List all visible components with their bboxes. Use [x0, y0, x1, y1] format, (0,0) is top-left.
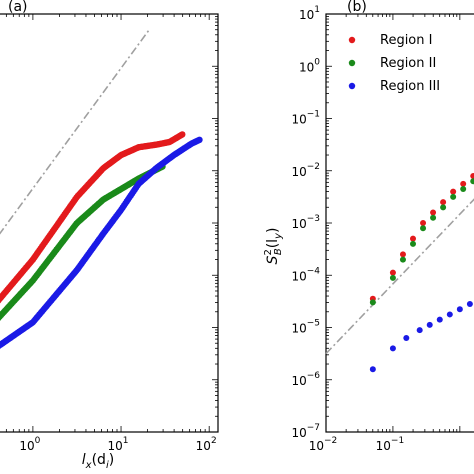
x-axis-ticks	[5, 14, 210, 432]
x-axis-label: lx(di)	[82, 452, 114, 471]
data-point	[389, 345, 396, 352]
y-tick-label: 10−7	[291, 423, 320, 440]
data-point	[456, 306, 463, 313]
legend-label: Region I	[380, 33, 432, 48]
y-tick-label: 101	[299, 5, 320, 22]
data-point	[410, 240, 416, 247]
data-point	[369, 299, 376, 306]
data-point	[420, 220, 427, 226]
legend: Region I Region II Region III	[348, 33, 440, 94]
data-point	[440, 199, 447, 206]
legend-marker	[348, 36, 356, 44]
legend-marker	[348, 59, 356, 67]
data-point	[430, 214, 437, 221]
y-tick-label: 10−4	[291, 266, 320, 283]
data-point	[389, 269, 396, 276]
data-point	[399, 251, 406, 258]
data-point	[410, 235, 416, 242]
reference-line	[325, 198, 474, 355]
data-point	[450, 188, 457, 195]
data-point	[399, 256, 406, 263]
series-region-ii	[369, 178, 474, 306]
data-point	[430, 209, 437, 216]
data-point	[470, 172, 474, 179]
y-axis-ticks	[326, 13, 332, 433]
data-point	[416, 327, 423, 334]
y-tick-label: 10−1	[291, 110, 320, 127]
data-point	[466, 300, 473, 307]
y-axis-ticks	[212, 13, 218, 433]
data-points	[369, 172, 474, 373]
data-point	[460, 186, 467, 193]
series-region-i	[0, 131, 186, 304]
data-point	[426, 321, 433, 328]
x-tick-label: 10−2	[309, 436, 338, 453]
data-point	[179, 131, 186, 138]
data-point	[470, 178, 474, 185]
data-point	[460, 180, 467, 187]
legend-marker	[348, 82, 356, 90]
panel-a: 100 101 102 (a) lx(di)	[0, 0, 219, 471]
data-point	[420, 225, 427, 232]
y-axis-label: S2B(ly)	[263, 228, 284, 265]
legend-label: Region III	[380, 79, 440, 94]
data-point	[389, 274, 396, 281]
x-tick-label: 101	[108, 436, 129, 453]
legend-label: Region II	[380, 56, 436, 71]
panel-label: (a)	[8, 0, 28, 15]
x-tick-label: 100	[19, 436, 40, 453]
panel-b: 10−2 10−1 101 100 10−1 10−2 10−3 10−4 10−5 10−6 10…	[263, 0, 474, 453]
data-point	[369, 366, 376, 373]
data-point	[436, 316, 443, 323]
x-tick-label: 102	[196, 436, 217, 453]
y-tick-label: 100	[299, 57, 320, 74]
series-region-i	[369, 172, 474, 302]
x-axis-ticks	[325, 14, 461, 432]
y-tick-label: 10−5	[291, 319, 320, 336]
data-points	[0, 131, 203, 349]
series-region-iii	[0, 136, 203, 349]
panel-label: (b)	[347, 0, 367, 15]
data-point	[446, 311, 453, 318]
data-point	[440, 204, 447, 211]
y-tick-label: 10−2	[291, 162, 320, 179]
x-tick-label: 10−1	[376, 436, 405, 453]
data-point	[403, 334, 410, 341]
y-tick-label: 10−3	[291, 214, 320, 231]
data-point	[196, 136, 203, 144]
y-tick-label: 10−6	[291, 371, 320, 388]
data-point	[450, 193, 457, 200]
series-region-iii	[369, 300, 473, 373]
